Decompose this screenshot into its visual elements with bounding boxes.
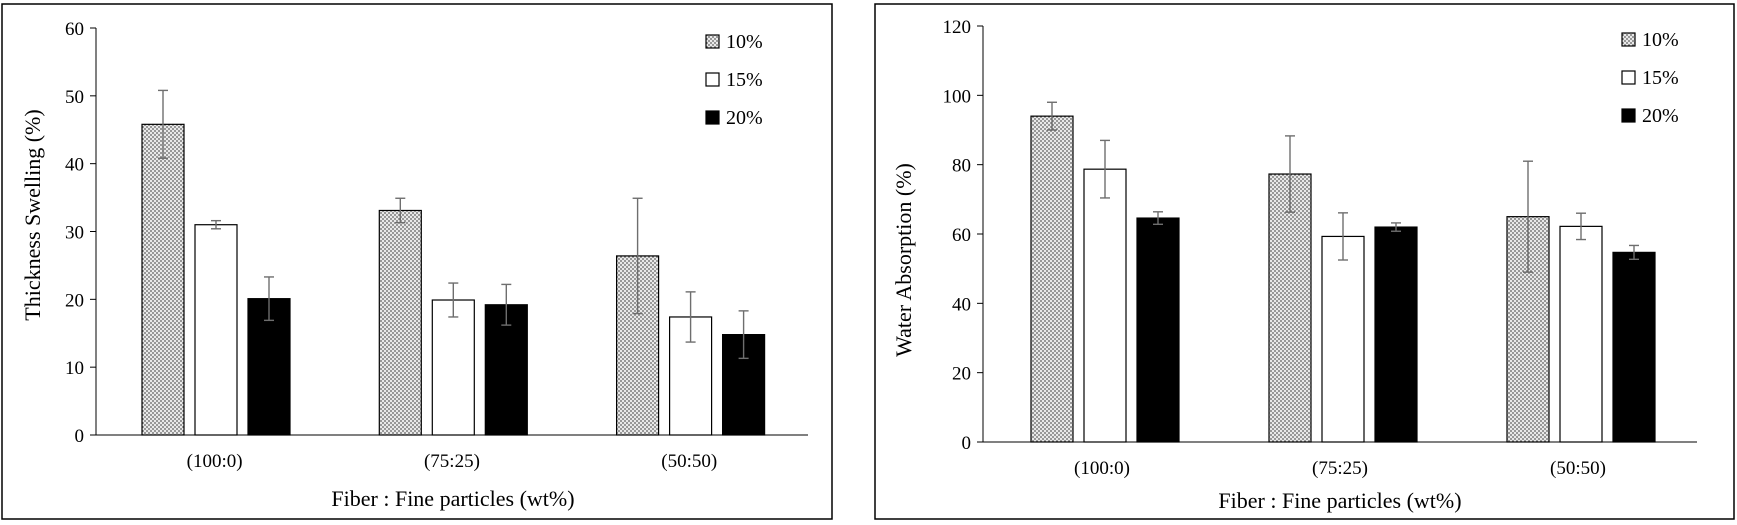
legend-swatch: [1621, 108, 1636, 123]
y-tick-label: 40: [65, 155, 84, 176]
thickness-swelling-chart: 0 10 20 30 40 50 60 (100:0) (75:25) (50:50) 10% 15%…: [1, 3, 833, 520]
bar-20pct-2: [484, 304, 528, 436]
error-bar: [1338, 212, 1348, 261]
y-tick-label: 20: [952, 364, 971, 385]
error-bar: [632, 197, 643, 315]
bar-10pct-1: [141, 123, 185, 436]
error-bar: [1047, 101, 1057, 131]
error-bar: [1100, 139, 1110, 199]
x-tick-label: (75:25): [424, 451, 480, 472]
y-tick-label: 20: [65, 290, 84, 311]
legend-swatch: [1621, 70, 1636, 85]
error-bar: [1576, 212, 1586, 241]
bar-20pct-1: [247, 298, 291, 436]
bar-15pct-2: [431, 299, 475, 436]
error-bar: [685, 291, 696, 343]
error-bar: [1523, 160, 1533, 273]
legend-label: 15%: [1642, 67, 1679, 89]
error-bar: [1391, 222, 1401, 232]
y-tick-label: 40: [952, 294, 971, 315]
error-bar: [264, 276, 274, 322]
plot-area: 0 10 20 30 40 50 60 (100:0) (75:25) (50:50) 10% 15%…: [65, 19, 808, 472]
x-tick-label: (100:0): [1074, 458, 1130, 479]
legend-swatch: [705, 34, 720, 49]
bar-20pct-3: [1612, 251, 1656, 443]
x-tick-label: (50:50): [1550, 458, 1606, 479]
legend-swatch: [1621, 32, 1636, 47]
legend-swatch: [705, 110, 720, 125]
y-tick-label: 120: [943, 17, 972, 38]
error-bar: [1153, 211, 1163, 225]
legend-swatch: [705, 72, 720, 87]
y-axis-title: Water Absorption (%): [891, 163, 916, 357]
bar-10pct-1: [1030, 115, 1074, 443]
error-bar: [1285, 135, 1295, 213]
y-tick-label: 0: [962, 433, 972, 454]
error-bar: [501, 283, 512, 326]
x-axis-title: Fiber : Fine particles (wt%): [1218, 488, 1461, 513]
error-bar: [158, 89, 168, 159]
x-tick-label: (75:25): [1312, 458, 1368, 479]
error-bar: [1629, 244, 1639, 261]
y-tick-label: 60: [952, 225, 971, 246]
y-tick-label: 50: [65, 87, 84, 108]
legend-label: 10%: [726, 31, 763, 53]
y-tick-label: 60: [65, 19, 84, 40]
bar-20pct-2: [1374, 226, 1418, 443]
bar-20pct-1: [1136, 217, 1180, 443]
x-tick-label: (100:0): [187, 451, 243, 472]
y-tick-label: 10: [65, 358, 84, 379]
x-axis-title: Fiber : Fine particles (wt%): [331, 486, 574, 511]
bar-15pct-2: [1321, 235, 1365, 443]
legend-label: 20%: [1642, 105, 1679, 127]
y-tick-label: 30: [65, 223, 84, 244]
legend-label: 20%: [726, 107, 763, 129]
bar-15pct-1: [194, 224, 238, 436]
legend-label: 10%: [1642, 29, 1679, 51]
error-bar: [211, 219, 221, 230]
legend-label: 15%: [726, 69, 763, 91]
y-tick-label: 80: [952, 156, 971, 177]
x-tick-label: (50:50): [661, 451, 717, 472]
y-tick-label: 0: [75, 426, 85, 447]
bar-15pct-3: [1559, 225, 1603, 443]
error-bar: [448, 282, 459, 318]
legend: 10% 15% 20%: [1621, 29, 1679, 127]
bar-10pct-2: [378, 209, 422, 436]
y-axis-title: Thickness Swelling (%): [20, 109, 45, 320]
error-bar: [395, 197, 406, 224]
y-tick-label: 100: [943, 86, 972, 107]
bar-10pct-2: [1268, 173, 1312, 443]
bar-15pct-1: [1083, 168, 1127, 443]
legend: 10% 15% 20%: [705, 31, 763, 129]
error-bar: [738, 310, 749, 360]
